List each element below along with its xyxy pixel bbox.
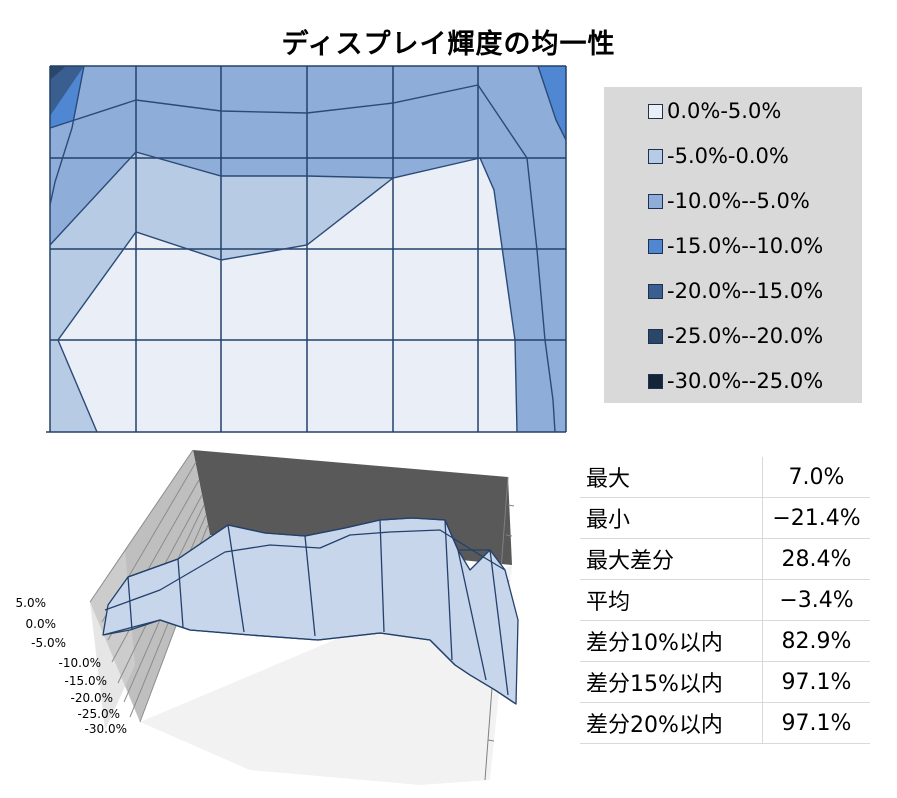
legend-swatch [648, 238, 663, 254]
stat-label: 最大 [580, 457, 763, 498]
legend-item: -30.0%--25.0% [648, 368, 823, 394]
legend: 0.0%-5.0% -5.0%-0.0% -10.0%--5.0% -15.0%… [604, 87, 862, 403]
legend-swatch [648, 373, 663, 389]
surface-chart: 5.0% 0.0% -5.0% -10.0% -15.0% -20.0% -25… [16, 449, 519, 785]
legend-item: 0.0%-5.0% [648, 98, 781, 124]
table-row: 最小 −21.4% [580, 497, 870, 539]
legend-swatch [648, 193, 663, 209]
legend-item: -25.0%--20.0% [648, 323, 823, 349]
contour-lines [49, 65, 567, 433]
stat-label: 差分20%以内 [580, 702, 763, 744]
legend-item: -5.0%-0.0% [648, 143, 789, 169]
stat-value: −21.4% [762, 497, 870, 539]
legend-label: -25.0%--20.0% [667, 324, 824, 348]
legend-item: -10.0%--5.0% [648, 188, 810, 214]
table-row: 平均 −3.4% [580, 579, 870, 621]
legend-swatch [648, 148, 663, 164]
band-m20-m15 [50, 66, 84, 116]
contour-gridlines [46, 65, 567, 433]
legend-item: -20.0%--15.0% [648, 278, 823, 304]
legend-swatch [648, 328, 663, 344]
table-row: 最大差分 28.4% [580, 538, 870, 580]
legend-label: -5.0%-0.0% [667, 144, 789, 168]
legend-label: -30.0%--25.0% [667, 369, 824, 393]
z-tick-label: -15.0% [65, 674, 107, 688]
stat-label: 差分15%以内 [580, 661, 763, 703]
band-m10-m5 [50, 66, 566, 432]
table-row: 差分20%以内 97.1% [580, 702, 870, 744]
stat-label: 最小 [580, 497, 763, 539]
stats-table: 最大 7.0% 最小 −21.4% 最大差分 28.4% 平均 −3.4% 差分… [580, 457, 870, 744]
table-row: 差分10%以内 82.9% [580, 620, 870, 662]
band-m10-m5-lower [50, 85, 555, 432]
band-m10-m5-top [136, 66, 380, 113]
legend-label: -15.0%--10.0% [667, 234, 824, 258]
stat-value: −3.4% [762, 579, 870, 621]
z-tick-label: -30.0% [85, 722, 127, 736]
stat-value: 7.0% [762, 457, 870, 498]
legend-label: -20.0%--15.0% [667, 279, 824, 303]
stat-value: 82.9% [762, 620, 870, 662]
legend-label: 0.0%-5.0% [667, 99, 782, 123]
band-0-5 [58, 158, 517, 432]
stat-label: 最大差分 [580, 538, 763, 580]
stat-label: 差分10%以内 [580, 620, 763, 662]
z-tick-label: 5.0% [16, 596, 47, 610]
stat-value: 28.4% [762, 538, 870, 580]
stat-value: 97.1% [762, 661, 870, 703]
surface-mesh [102, 517, 519, 705]
stat-value: 97.1% [762, 702, 870, 744]
legend-swatch [648, 283, 663, 299]
contour-chart [46, 65, 567, 433]
legend-swatch [648, 103, 663, 119]
table-row: 最大 7.0% [580, 457, 870, 498]
z-tick-label: 0.0% [26, 617, 57, 631]
z-tick-label: -10.0% [59, 656, 101, 670]
z-tick-label: -25.0% [78, 707, 120, 721]
band-m25-m20 [50, 66, 66, 80]
z-axis-labels: 5.0% 0.0% -5.0% -10.0% -15.0% -20.0% -25… [16, 596, 128, 736]
chart-title: ディスプレイ輝度の均一性 [281, 29, 616, 60]
legend-label: -10.0%--5.0% [667, 189, 810, 213]
legend-item: -15.0%--10.0% [648, 233, 823, 259]
z-tick-label: -5.0% [31, 636, 66, 650]
z-tick-label: -20.0% [71, 691, 113, 705]
stat-label: 平均 [580, 579, 763, 621]
table-row: 差分15%以内 97.1% [580, 661, 870, 703]
